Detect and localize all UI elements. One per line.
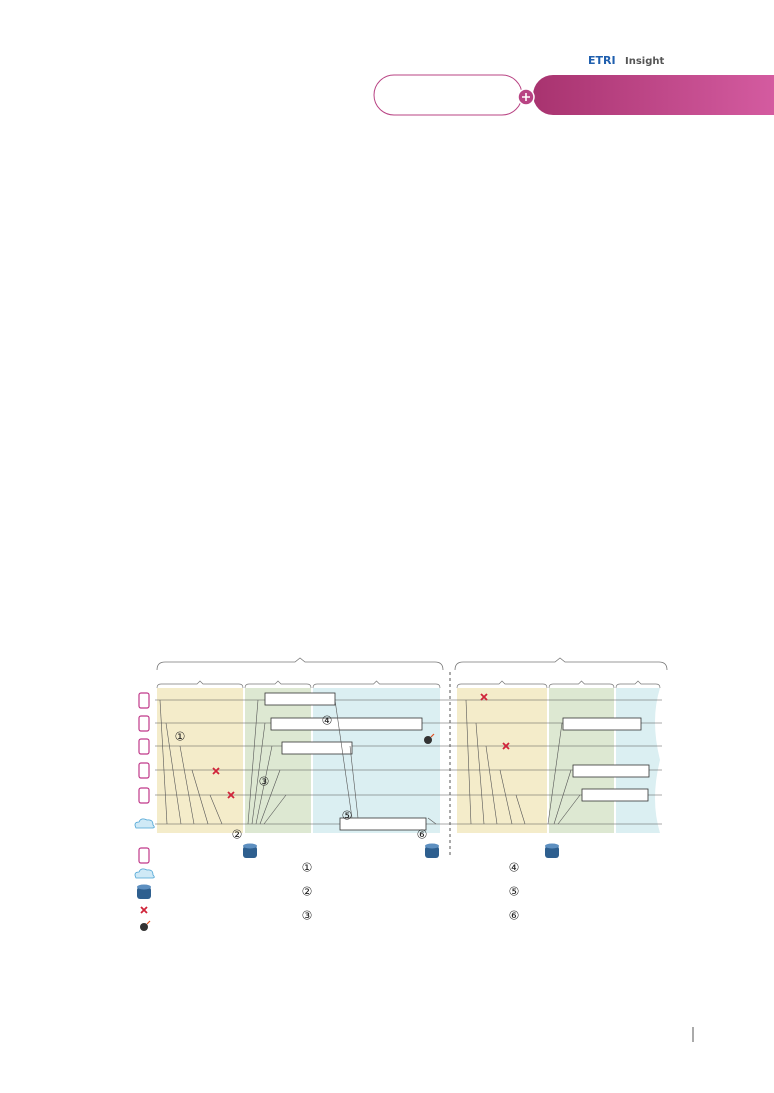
phone-icon: [138, 738, 150, 755]
message-arrow: [247, 699, 259, 825]
sub-brace: [244, 680, 312, 689]
legend-marker: ①: [302, 861, 313, 875]
db-icon: [137, 887, 151, 899]
sub-brace: [548, 680, 615, 689]
process-box: [270, 717, 423, 731]
message-arrow: [515, 794, 526, 825]
diagram: [134, 657, 668, 931]
message-arrow: [165, 722, 182, 825]
brace: [156, 657, 444, 671]
process-box: [281, 741, 353, 755]
cloud-icon: [134, 868, 155, 879]
bomb-icon: [140, 923, 148, 931]
marker: ③: [259, 775, 270, 789]
legend-marker: ②: [302, 885, 313, 899]
sub-brace: [156, 680, 244, 689]
sub-brace: [456, 680, 548, 689]
header-pill: [373, 74, 523, 116]
db-top: [425, 843, 439, 849]
legend-marker: ③: [302, 909, 313, 923]
marker: ⑥: [417, 828, 428, 842]
fail-mark: [502, 742, 510, 750]
db-top: [243, 843, 257, 849]
message-arrow: [475, 722, 485, 825]
fail-mark: [480, 693, 488, 701]
phone-icon: [138, 762, 150, 779]
bomb-icon: [424, 736, 432, 744]
message-arrow: [427, 817, 437, 825]
message-arrow: [499, 769, 513, 825]
phone-icon: [138, 692, 150, 709]
message-arrow: [259, 769, 281, 825]
bomb-fuse: [146, 920, 151, 925]
db-icon: [243, 846, 257, 858]
marker: ②: [232, 828, 243, 842]
message-arrow: [191, 769, 209, 825]
phone-icon: [138, 715, 150, 732]
zone: [313, 688, 440, 833]
process-box: [572, 764, 650, 778]
header-band: [533, 75, 774, 115]
marker: ④: [322, 714, 333, 728]
db-top: [137, 884, 151, 890]
db-icon: [545, 846, 559, 858]
message-arrow: [179, 745, 195, 825]
bomb-fuse: [430, 733, 435, 738]
phone-icon: [138, 847, 150, 864]
db-top: [545, 843, 559, 849]
legend-marker: ⑥: [509, 909, 520, 923]
brace: [454, 657, 668, 671]
message-arrow: [553, 769, 572, 825]
message-arrow: [334, 699, 353, 819]
plus-sign: [522, 93, 530, 101]
zone: [245, 688, 311, 833]
sub-brace: [615, 680, 661, 689]
zone: [157, 688, 243, 833]
message-arrow: [209, 794, 223, 825]
process-box: [264, 692, 336, 706]
db-icon: [425, 846, 439, 858]
fail-mark: [212, 767, 220, 775]
message-arrow: [557, 794, 581, 825]
message-arrow: [547, 722, 563, 825]
legend-marker: ⑤: [509, 885, 520, 899]
message-arrow: [159, 699, 168, 825]
zone: [457, 688, 547, 833]
message-arrow: [485, 745, 498, 825]
message-arrow: [349, 745, 359, 819]
fail-mark: [227, 791, 235, 799]
message-arrow: [251, 722, 266, 825]
message-arrow: [465, 699, 472, 825]
process-box: [581, 788, 649, 802]
sub-brace: [312, 680, 441, 689]
cloud-icon: [134, 818, 155, 829]
logo-word: Insight: [625, 56, 664, 67]
phone-icon: [138, 787, 150, 804]
marker: ①: [175, 730, 186, 744]
message-arrow: [255, 745, 273, 825]
zone: [549, 688, 614, 833]
legend-marker: ④: [509, 861, 520, 875]
zone: [616, 688, 660, 833]
message-arrow: [263, 794, 287, 825]
marker: ⑤: [342, 809, 353, 823]
fail-mark: [140, 906, 148, 914]
logo-brand: ETRI: [588, 54, 616, 67]
process-box: [562, 717, 642, 731]
process-box: [339, 817, 427, 831]
